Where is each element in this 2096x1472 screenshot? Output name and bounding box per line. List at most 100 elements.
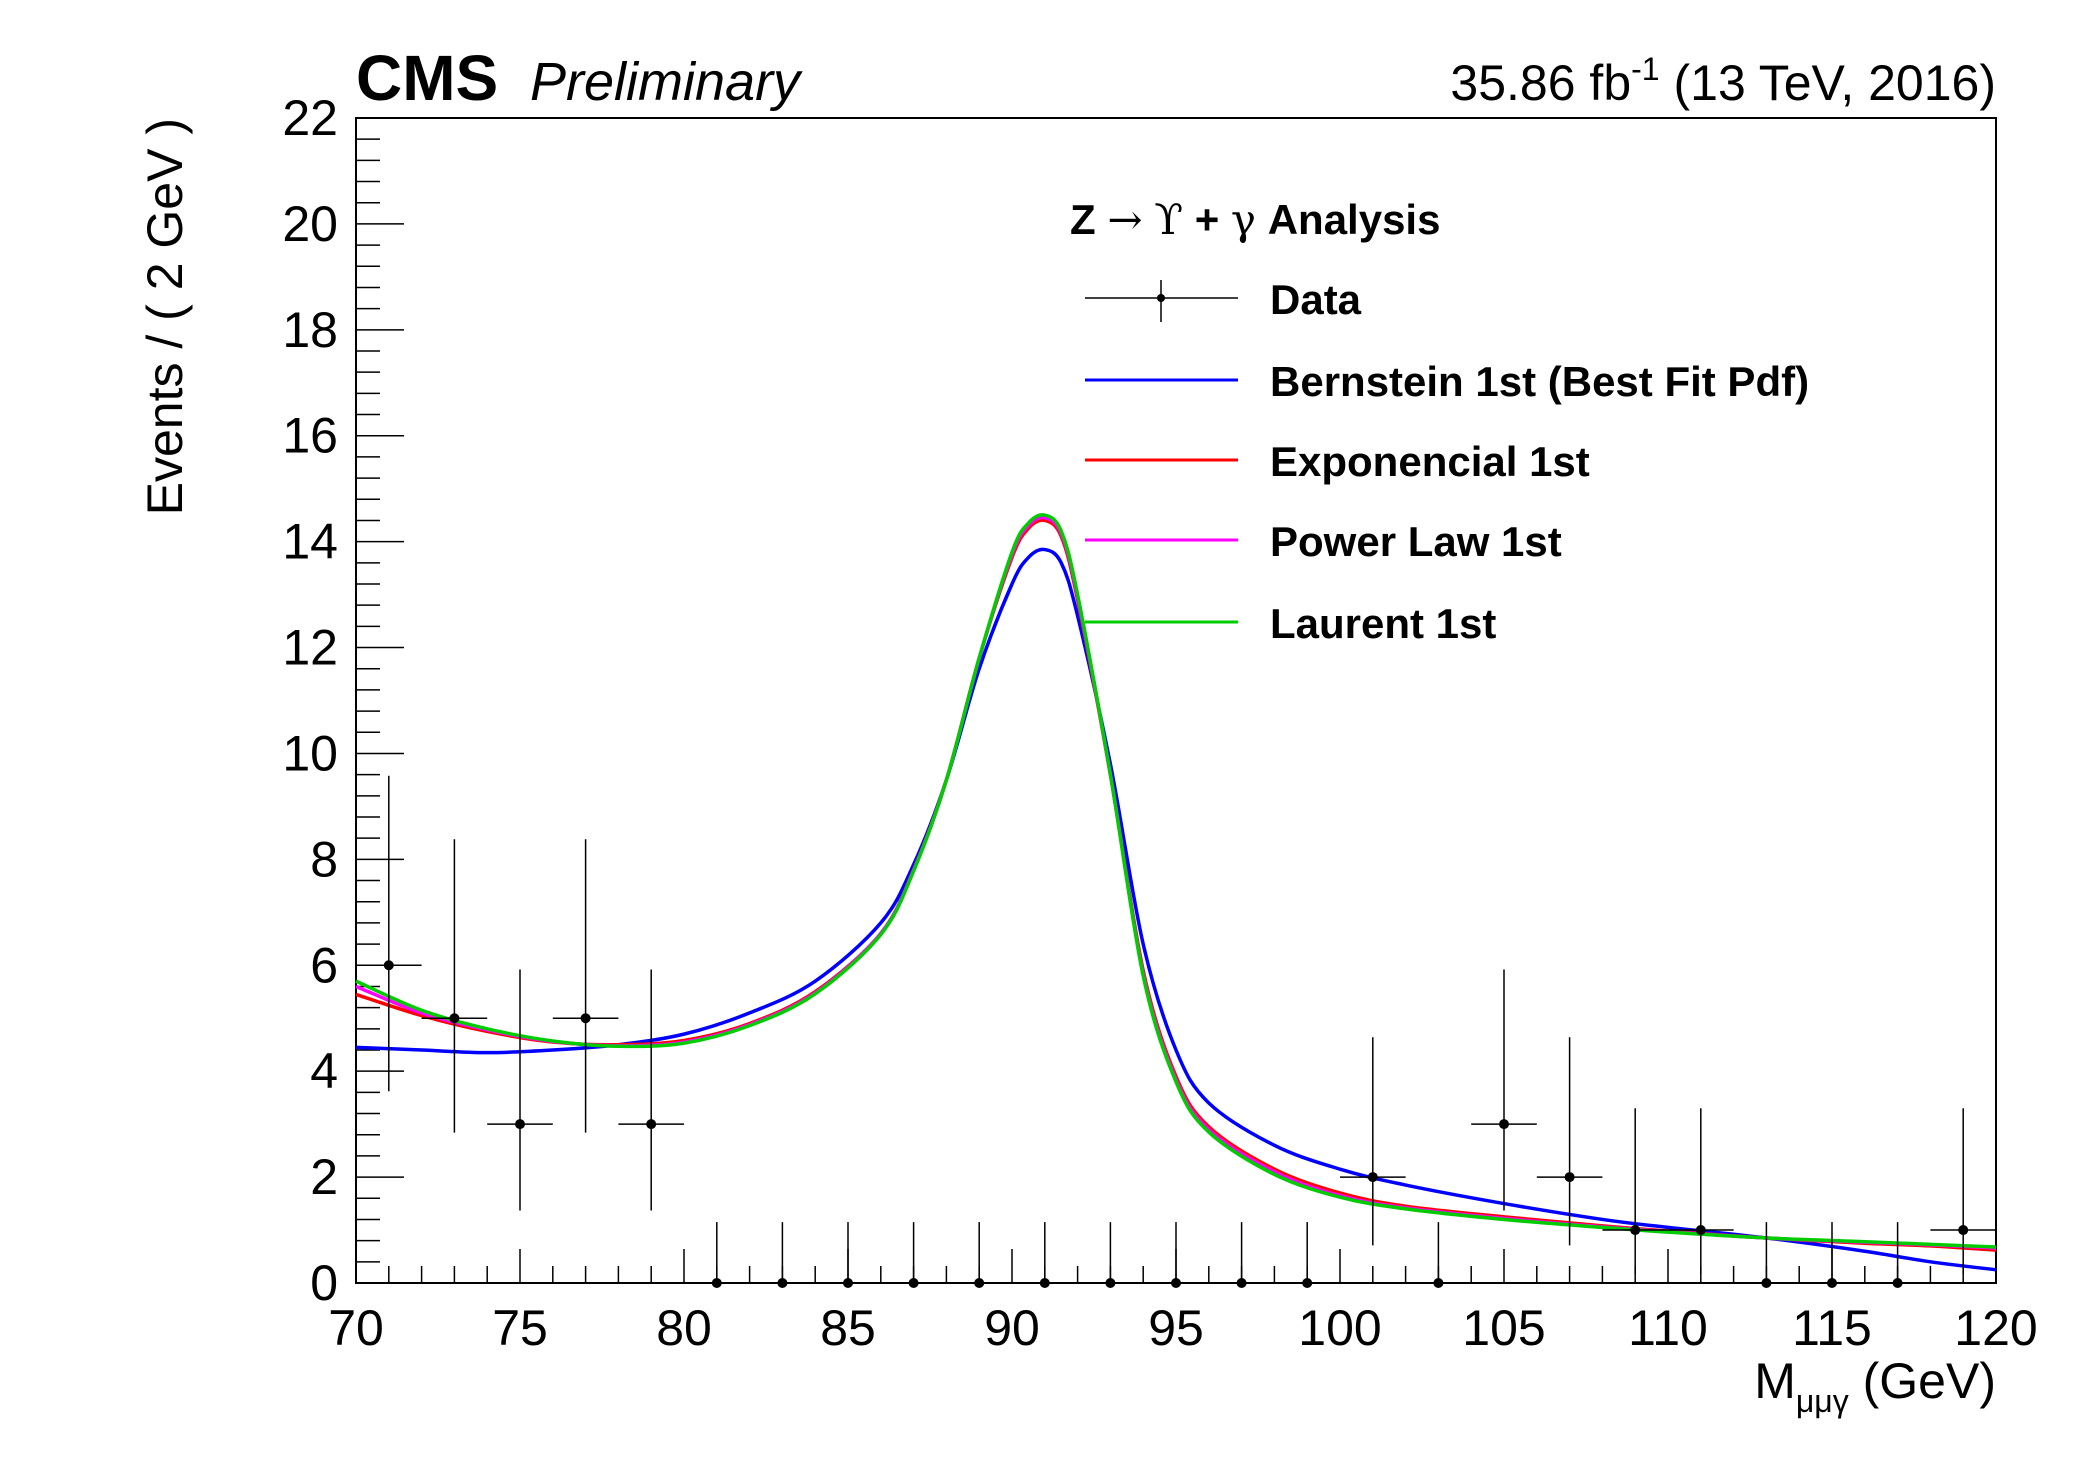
- x-tick-label: 110: [1628, 1300, 1708, 1356]
- data-points: [356, 775, 1996, 1288]
- data-point: [1761, 1222, 1772, 1288]
- x-axis-label-subscript: μμγ: [1796, 1383, 1849, 1419]
- legend-label-exponencial: Exponencial 1st: [1270, 438, 1590, 485]
- experiment-label: CMS: [356, 42, 498, 114]
- data-marker: [383, 960, 394, 971]
- lumi-label: 35.86 fb-1 (13 TeV, 2016): [1450, 51, 1996, 111]
- data-point: [618, 969, 684, 1211]
- x-tick-label: 90: [984, 1300, 1040, 1356]
- data-point: [1433, 1222, 1444, 1288]
- legend: Z → ϒ + γ Analysis Data Bernstein 1st (B…: [1070, 195, 1809, 647]
- data-marker: [1499, 1119, 1509, 1130]
- status-label: Preliminary: [530, 52, 803, 112]
- legend-header-gamma: γ: [1231, 195, 1256, 244]
- y-tick-label: 4: [310, 1043, 338, 1099]
- data-marker: [1302, 1278, 1313, 1288]
- data-point: [1171, 1222, 1181, 1288]
- y-tick-label: 18: [282, 302, 338, 358]
- y-tick-label: 16: [282, 408, 338, 464]
- x-tick-label: 85: [820, 1300, 876, 1356]
- x-axis: 70 75 80 85 90 95 100 105 110 115 120: [328, 1249, 2038, 1356]
- x-tick-label: 70: [328, 1300, 384, 1356]
- data-point: [1827, 1222, 1837, 1288]
- data-marker: [1892, 1278, 1903, 1288]
- x-axis-title: Mμμγ (GeV): [1754, 1353, 1996, 1419]
- legend-label-data: Data: [1270, 276, 1362, 323]
- data-point: [1302, 1222, 1313, 1288]
- data-point: [1892, 1222, 1903, 1288]
- data-marker: [843, 1278, 853, 1288]
- data-marker: [515, 1119, 525, 1130]
- curve-laurent: [355, 513, 1997, 1249]
- x-axis-label: M: [1754, 1353, 1796, 1409]
- data-marker: [1630, 1225, 1641, 1236]
- data-point: [1536, 1037, 1603, 1246]
- y-axis-title: Events / ( 2 GeV ): [137, 118, 193, 515]
- legend-header-plus: +: [1195, 196, 1220, 243]
- data-marker: [1958, 1225, 1969, 1236]
- legend-label-bernstein: Bernstein 1st (Best Fit Pdf): [1270, 358, 1809, 405]
- legend-entry-laurent: Laurent 1st: [1085, 600, 1496, 647]
- data-marker: [1761, 1278, 1772, 1288]
- x-tick-label: 95: [1148, 1300, 1204, 1356]
- legend-entry-data: Data: [1085, 276, 1362, 323]
- legend-entry-powerlaw: Power Law 1st: [1085, 518, 1562, 565]
- curve-powerlaw: [355, 515, 1997, 1250]
- data-marker: [1695, 1225, 1706, 1236]
- x-axis-unit: (GeV): [1863, 1353, 1996, 1409]
- lumi-exponent: -1: [1631, 51, 1659, 87]
- y-tick-label: 12: [282, 620, 338, 676]
- curve-exponencial: [355, 518, 1997, 1252]
- legend-label-powerlaw: Power Law 1st: [1270, 518, 1562, 565]
- x-tick-label: 115: [1792, 1300, 1872, 1356]
- y-tick-label: 0: [310, 1255, 338, 1311]
- y-axis: 0 2 4 6 8 10 12 14 16 18 20 22: [282, 90, 404, 1311]
- data-marker: [449, 1013, 460, 1024]
- data-point: [1105, 1222, 1116, 1288]
- data-point: [1602, 1108, 1668, 1274]
- legend-entry-exponencial: Exponencial 1st: [1085, 438, 1590, 485]
- data-point: [777, 1222, 788, 1288]
- data-point: [487, 969, 553, 1211]
- fit-curves: [355, 513, 1997, 1272]
- data-marker: [1039, 1278, 1050, 1288]
- y-tick-label: 14: [282, 514, 338, 570]
- data-point: [552, 839, 619, 1133]
- legend-header: Z → ϒ + γ Analysis: [1070, 195, 1440, 244]
- data-point: [1039, 1222, 1050, 1288]
- legend-header-arrow: →: [1107, 195, 1142, 244]
- data-marker: [1564, 1172, 1575, 1183]
- plot-frame: [355, 117, 1997, 1284]
- y-tick-label: 8: [310, 831, 338, 887]
- data-point: [974, 1222, 985, 1288]
- data-point: [1236, 1222, 1247, 1288]
- y-tick-label: 10: [282, 725, 338, 781]
- data-marker: [646, 1119, 657, 1130]
- y-tick-label: 22: [282, 90, 338, 146]
- legend-entry-bernstein: Bernstein 1st (Best Fit Pdf): [1085, 358, 1809, 405]
- x-tick-label: 100: [1298, 1300, 1381, 1356]
- data-marker: [777, 1278, 788, 1288]
- data-point: [356, 775, 422, 1092]
- x-tick-label: 120: [1954, 1300, 2037, 1356]
- y-tick-label: 20: [282, 196, 338, 252]
- data-point: [843, 1222, 853, 1288]
- data-marker: [1367, 1172, 1378, 1183]
- data-marker: [1433, 1278, 1444, 1288]
- x-tick-label: 75: [492, 1300, 548, 1356]
- data-point: [1471, 969, 1537, 1211]
- y-tick-label: 6: [310, 937, 338, 993]
- data-point: [421, 839, 488, 1133]
- data-point: [1668, 1108, 1734, 1274]
- data-marker: [1236, 1278, 1247, 1288]
- curve-bernstein: [355, 547, 1997, 1272]
- data-marker: [711, 1278, 722, 1288]
- data-marker: [580, 1013, 591, 1024]
- data-point: [908, 1222, 919, 1288]
- energy-label: (13 TeV, 2016): [1674, 55, 1997, 111]
- legend-label-laurent: Laurent 1st: [1270, 600, 1496, 647]
- data-point: [711, 1222, 722, 1288]
- legend-data-marker: [1157, 294, 1165, 302]
- legend-header-z: Z: [1070, 196, 1096, 243]
- data-marker: [974, 1278, 985, 1288]
